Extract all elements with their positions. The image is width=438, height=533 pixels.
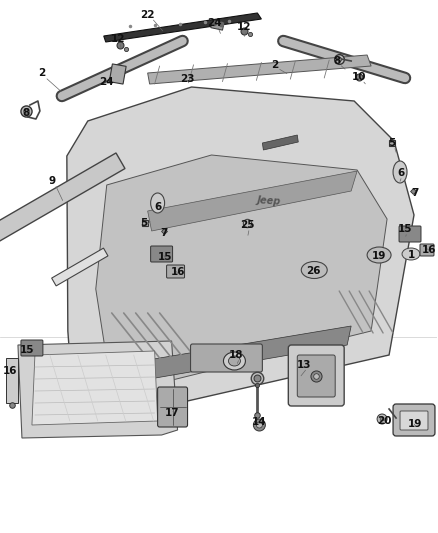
Text: 24: 24 bbox=[99, 77, 114, 87]
Ellipse shape bbox=[301, 262, 327, 279]
FancyBboxPatch shape bbox=[158, 387, 187, 427]
Polygon shape bbox=[112, 326, 351, 385]
Polygon shape bbox=[67, 87, 414, 421]
Text: 16: 16 bbox=[422, 245, 436, 255]
Text: 16: 16 bbox=[3, 366, 17, 376]
Polygon shape bbox=[32, 351, 158, 425]
Ellipse shape bbox=[151, 193, 165, 213]
Text: 15: 15 bbox=[157, 252, 172, 262]
Text: 10: 10 bbox=[352, 72, 366, 82]
Polygon shape bbox=[96, 155, 387, 391]
Circle shape bbox=[377, 414, 387, 424]
Text: 18: 18 bbox=[229, 350, 244, 360]
Polygon shape bbox=[104, 13, 261, 42]
Text: 6: 6 bbox=[397, 168, 405, 178]
FancyBboxPatch shape bbox=[166, 265, 184, 278]
Text: 23: 23 bbox=[180, 74, 195, 84]
Text: 5: 5 bbox=[389, 138, 396, 148]
Text: 9: 9 bbox=[48, 176, 56, 186]
Text: 2: 2 bbox=[271, 60, 278, 70]
Text: 5: 5 bbox=[140, 218, 147, 228]
Polygon shape bbox=[52, 248, 108, 286]
FancyBboxPatch shape bbox=[297, 355, 335, 397]
Text: 25: 25 bbox=[240, 220, 254, 230]
Circle shape bbox=[256, 422, 262, 428]
Text: 19: 19 bbox=[408, 419, 422, 429]
Text: 22: 22 bbox=[141, 10, 155, 20]
Text: 12: 12 bbox=[110, 34, 125, 44]
Polygon shape bbox=[6, 358, 18, 403]
FancyBboxPatch shape bbox=[151, 246, 173, 262]
FancyBboxPatch shape bbox=[393, 404, 435, 436]
Text: 14: 14 bbox=[252, 417, 267, 427]
Text: 6: 6 bbox=[154, 202, 161, 212]
Ellipse shape bbox=[367, 247, 391, 263]
Text: 15: 15 bbox=[398, 224, 412, 234]
Text: 26: 26 bbox=[306, 266, 321, 276]
Text: 1: 1 bbox=[407, 250, 415, 260]
Polygon shape bbox=[109, 64, 126, 84]
Text: 20: 20 bbox=[377, 416, 391, 426]
Ellipse shape bbox=[223, 352, 245, 370]
Polygon shape bbox=[211, 20, 224, 30]
Ellipse shape bbox=[229, 356, 240, 366]
Circle shape bbox=[380, 417, 384, 421]
Text: Jeep: Jeep bbox=[257, 195, 282, 207]
Text: 7: 7 bbox=[411, 188, 419, 198]
Text: 24: 24 bbox=[207, 18, 222, 28]
Text: 2: 2 bbox=[38, 68, 46, 78]
Text: 8: 8 bbox=[22, 108, 29, 118]
Text: 16: 16 bbox=[170, 267, 185, 277]
FancyBboxPatch shape bbox=[21, 340, 43, 356]
FancyBboxPatch shape bbox=[399, 226, 421, 242]
Ellipse shape bbox=[393, 161, 407, 183]
Polygon shape bbox=[262, 135, 298, 150]
Text: 7: 7 bbox=[160, 228, 167, 238]
Polygon shape bbox=[0, 153, 125, 241]
Polygon shape bbox=[148, 55, 371, 84]
Text: 13: 13 bbox=[297, 360, 311, 370]
Ellipse shape bbox=[402, 248, 420, 260]
Text: 12: 12 bbox=[237, 22, 252, 32]
Polygon shape bbox=[148, 171, 357, 231]
Circle shape bbox=[254, 419, 265, 431]
Text: 17: 17 bbox=[165, 408, 180, 418]
Text: 8: 8 bbox=[334, 56, 341, 66]
Text: 19: 19 bbox=[372, 251, 386, 261]
FancyBboxPatch shape bbox=[420, 244, 434, 256]
Text: 15: 15 bbox=[20, 345, 34, 355]
Polygon shape bbox=[18, 341, 177, 438]
FancyBboxPatch shape bbox=[288, 345, 344, 406]
FancyBboxPatch shape bbox=[191, 344, 262, 372]
FancyBboxPatch shape bbox=[400, 411, 428, 430]
